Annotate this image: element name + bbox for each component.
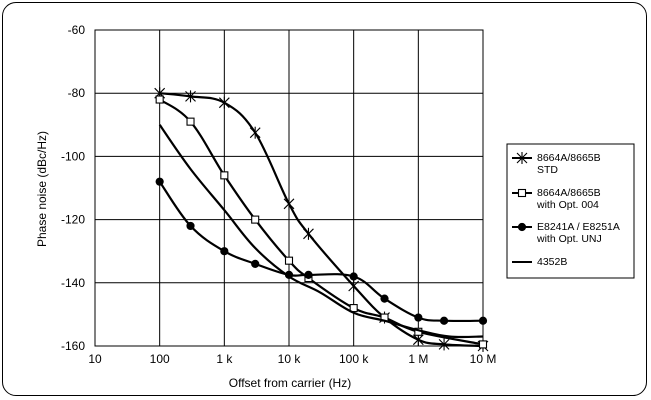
star-marker xyxy=(438,338,450,351)
series-layer xyxy=(154,87,489,352)
y-tick-label: -140 xyxy=(61,276,85,290)
x-tick-label: 100 k xyxy=(339,352,369,366)
series-1 xyxy=(154,87,489,352)
legend-entry-4: 4352B xyxy=(512,256,567,268)
circle-marker xyxy=(304,270,313,279)
legend-label: STD xyxy=(537,164,558,176)
plot-grid xyxy=(94,29,484,347)
series-line xyxy=(158,181,484,323)
square-marker xyxy=(251,215,260,224)
series-2 xyxy=(155,95,488,349)
x-tick-label: 10 k xyxy=(278,352,302,366)
star-marker xyxy=(516,152,528,164)
series-3 xyxy=(155,177,488,325)
square-marker xyxy=(220,171,229,180)
tick-labels: 10 100 1 k 10 k 100 k 1 M 10 M -60 -80 -100 -120 -1… xyxy=(61,23,496,366)
circle-marker xyxy=(220,247,229,256)
legend-label: with Opt. UNJ xyxy=(536,233,602,245)
circle-marker xyxy=(251,259,260,268)
x-tick-label: 10 xyxy=(88,352,102,366)
legend-box xyxy=(506,143,635,279)
circle-marker xyxy=(517,222,527,232)
square-marker xyxy=(517,188,527,198)
x-tick-label: 1 k xyxy=(216,352,233,366)
square-marker xyxy=(478,340,488,349)
legend-label: 8664A/8665B xyxy=(537,187,601,199)
square-marker xyxy=(284,256,294,265)
legend-label: with Opt. 004 xyxy=(536,199,599,211)
x-tick-label: 1 M xyxy=(408,352,428,366)
series-line xyxy=(159,98,484,346)
y-tick-label: -100 xyxy=(61,149,85,163)
circle-marker xyxy=(155,177,164,186)
x-tick-label: 10 M xyxy=(470,352,497,366)
legend-label: E8241A / E8251A xyxy=(537,221,620,233)
x-tick-label: 100 xyxy=(150,352,170,366)
y-tick-label: -160 xyxy=(61,339,85,353)
circle-marker xyxy=(439,316,449,325)
star-marker xyxy=(348,279,360,292)
circle-marker xyxy=(186,221,195,231)
series-line xyxy=(158,124,484,339)
y-tick-label: -120 xyxy=(61,213,85,227)
star-marker xyxy=(303,227,314,240)
star-marker xyxy=(218,96,230,109)
legend-label: 4352B xyxy=(537,256,567,268)
square-marker xyxy=(186,117,195,126)
star-marker xyxy=(249,126,261,139)
square-marker xyxy=(155,95,164,104)
y-axis-label: Phase noise (dBc/Hz) xyxy=(35,131,49,247)
circle-marker xyxy=(414,313,423,322)
circle-marker xyxy=(478,316,488,325)
y-tick-label: -80 xyxy=(68,86,86,100)
square-marker xyxy=(349,304,358,313)
star-marker xyxy=(185,90,196,103)
legend-label: 8664A/8665B xyxy=(537,152,601,164)
y-tick-label: -60 xyxy=(68,23,86,37)
series-4 xyxy=(158,124,484,339)
circle-marker xyxy=(380,294,389,303)
star-marker xyxy=(283,197,295,210)
circle-marker xyxy=(349,272,358,281)
x-axis-label: Offset from carrier (Hz) xyxy=(229,376,351,390)
